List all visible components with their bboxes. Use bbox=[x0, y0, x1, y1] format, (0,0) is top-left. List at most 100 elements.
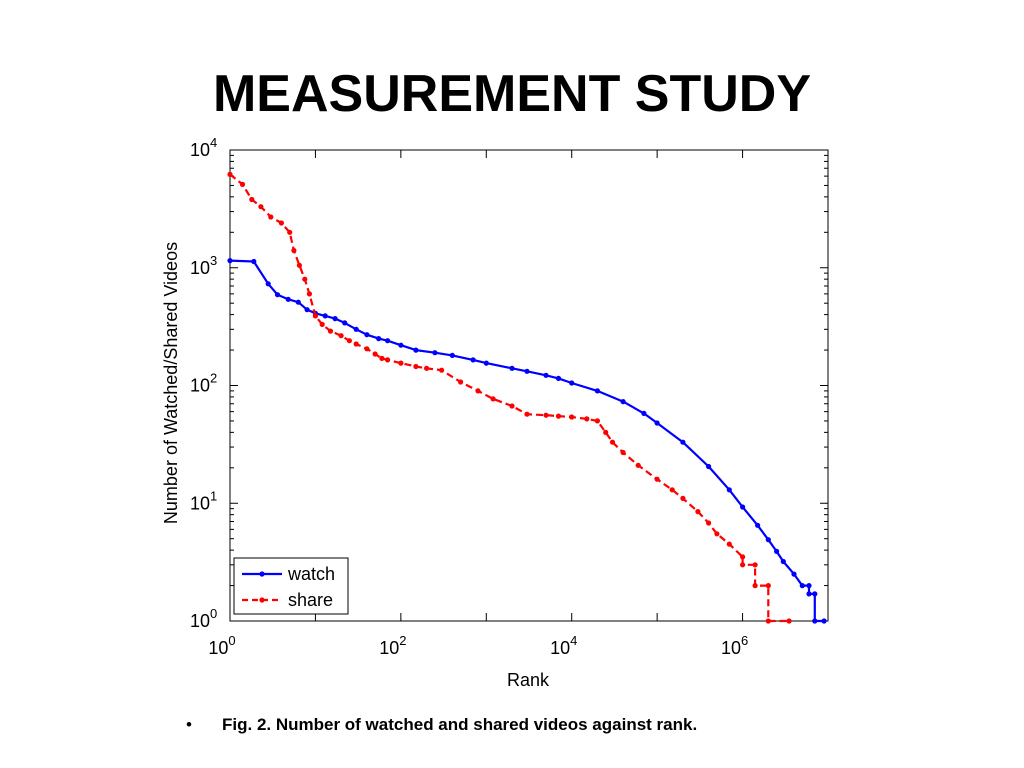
point-share bbox=[740, 554, 746, 560]
point-watch bbox=[509, 365, 515, 371]
point-share bbox=[669, 487, 675, 493]
y-tick-label: 103 bbox=[190, 253, 217, 278]
point-share bbox=[555, 413, 562, 419]
point-share bbox=[765, 618, 771, 624]
point-watch bbox=[765, 537, 771, 543]
point-share bbox=[239, 181, 246, 187]
point-share bbox=[379, 355, 385, 361]
point-watch bbox=[620, 399, 626, 405]
point-watch bbox=[740, 504, 746, 510]
point-share bbox=[338, 333, 344, 339]
point-watch bbox=[364, 332, 370, 338]
point-watch bbox=[654, 420, 660, 426]
point-watch bbox=[524, 368, 530, 374]
point-share bbox=[439, 367, 445, 373]
point-watch bbox=[274, 292, 281, 298]
point-watch bbox=[594, 388, 601, 394]
point-share bbox=[635, 462, 641, 468]
point-share bbox=[654, 476, 660, 482]
point-share bbox=[752, 583, 758, 589]
chart-legend: watch share bbox=[233, 557, 349, 615]
point-watch bbox=[285, 296, 291, 302]
point-share bbox=[706, 520, 712, 526]
point-share bbox=[424, 365, 430, 371]
point-share bbox=[385, 357, 391, 363]
point-share bbox=[680, 495, 686, 501]
point-watch bbox=[398, 342, 404, 348]
point-share bbox=[413, 363, 419, 370]
x-tick-label: 106 bbox=[721, 633, 748, 658]
point-share bbox=[353, 341, 359, 347]
y-axis-label: Number of Watched/Shared Videos bbox=[161, 242, 181, 524]
point-share bbox=[752, 562, 758, 568]
point-share bbox=[291, 247, 297, 254]
point-watch bbox=[821, 618, 827, 624]
x-axis-label: Rank bbox=[507, 670, 550, 690]
axes-frame bbox=[229, 149, 829, 622]
point-watch bbox=[449, 352, 455, 358]
point-watch bbox=[432, 350, 438, 356]
legend-watch-label: watch bbox=[287, 564, 335, 584]
point-share bbox=[327, 328, 334, 334]
point-share bbox=[509, 403, 515, 409]
point-share bbox=[524, 411, 530, 417]
point-share bbox=[609, 439, 616, 445]
point-watch bbox=[353, 326, 359, 332]
point-watch bbox=[780, 558, 786, 565]
point-share bbox=[249, 196, 255, 203]
caption-text: Fig. 2. Number of watched and shared vid… bbox=[222, 715, 698, 734]
point-share bbox=[278, 220, 284, 226]
point-watch bbox=[569, 380, 575, 386]
point-watch bbox=[806, 583, 812, 589]
legend-share-label: share bbox=[288, 590, 333, 610]
x-tick-label: 102 bbox=[379, 633, 406, 658]
rank-chart: 100 102 104 106 100 101 102 103 104 Rank Number … bbox=[161, 135, 829, 690]
point-share bbox=[227, 171, 233, 177]
plot-frame bbox=[229, 149, 829, 622]
point-share bbox=[490, 396, 496, 402]
point-watch bbox=[726, 487, 732, 493]
point-share bbox=[765, 583, 771, 589]
point-watch bbox=[812, 591, 818, 597]
point-watch bbox=[322, 313, 328, 319]
tick-marks bbox=[229, 149, 829, 622]
point-share bbox=[306, 291, 312, 297]
point-share bbox=[458, 379, 464, 385]
y-tick-label: 100 bbox=[190, 606, 217, 631]
x-tick-label: 100 bbox=[208, 633, 235, 658]
point-share bbox=[312, 313, 318, 319]
tick-labels: 100 102 104 106 100 101 102 103 104 bbox=[190, 135, 748, 658]
point-watch bbox=[799, 583, 805, 589]
point-watch bbox=[376, 336, 382, 342]
series-line-share bbox=[229, 173, 790, 623]
legend-share-marker bbox=[259, 597, 265, 603]
point-watch bbox=[806, 591, 812, 597]
point-share bbox=[740, 562, 746, 568]
point-watch bbox=[227, 258, 233, 264]
point-share bbox=[543, 412, 549, 418]
point-watch bbox=[295, 299, 301, 305]
point-share bbox=[786, 618, 792, 624]
point-share bbox=[372, 351, 378, 357]
point-watch bbox=[251, 258, 257, 265]
y-tick-label: 104 bbox=[190, 135, 217, 160]
point-share bbox=[726, 541, 732, 547]
point-share bbox=[603, 429, 609, 435]
point-share bbox=[287, 229, 293, 235]
y-tick-label: 102 bbox=[190, 371, 217, 396]
y-tick-label: 101 bbox=[190, 488, 217, 513]
point-watch bbox=[543, 372, 549, 378]
point-watch bbox=[641, 410, 647, 416]
legend-watch-marker bbox=[259, 571, 265, 577]
caption-bullet: • bbox=[186, 715, 192, 734]
point-watch bbox=[706, 463, 712, 470]
point-watch bbox=[304, 307, 310, 313]
point-watch bbox=[342, 320, 348, 326]
point-share bbox=[620, 449, 626, 456]
point-watch bbox=[470, 357, 476, 363]
point-watch bbox=[483, 360, 489, 366]
point-share bbox=[258, 204, 264, 210]
point-share bbox=[594, 418, 601, 424]
point-share bbox=[475, 388, 481, 394]
series-layer bbox=[227, 171, 827, 624]
